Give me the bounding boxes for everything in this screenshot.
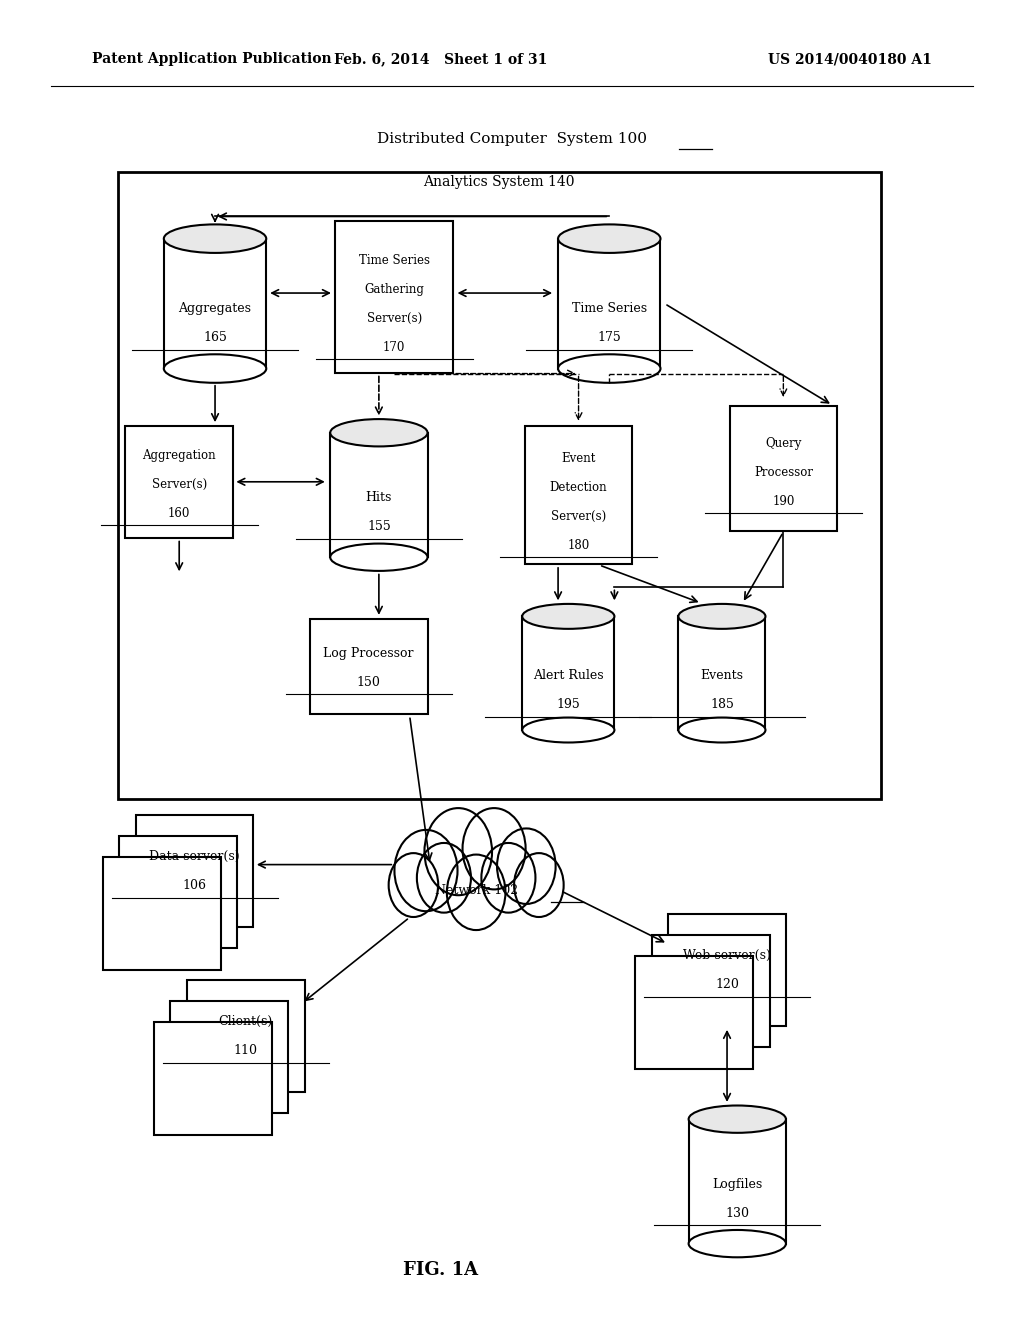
Circle shape: [424, 808, 493, 895]
Circle shape: [514, 853, 563, 917]
Polygon shape: [688, 1119, 786, 1243]
Text: Analytics System 140: Analytics System 140: [423, 176, 574, 189]
FancyBboxPatch shape: [186, 979, 305, 1093]
Text: Detection: Detection: [550, 480, 607, 494]
Ellipse shape: [678, 718, 765, 742]
Polygon shape: [330, 433, 428, 557]
Circle shape: [446, 854, 506, 931]
Ellipse shape: [558, 354, 660, 383]
Text: Client(s): Client(s): [219, 1015, 272, 1028]
Text: 120: 120: [715, 978, 739, 991]
Polygon shape: [678, 616, 765, 730]
Ellipse shape: [522, 605, 614, 628]
Text: 106: 106: [182, 879, 207, 892]
Ellipse shape: [330, 418, 428, 446]
FancyBboxPatch shape: [524, 425, 632, 565]
FancyBboxPatch shape: [102, 858, 221, 969]
FancyBboxPatch shape: [135, 814, 254, 927]
Text: Time Series: Time Series: [358, 253, 430, 267]
Text: Events: Events: [700, 669, 743, 682]
Circle shape: [497, 829, 556, 904]
Text: Server(s): Server(s): [152, 478, 207, 491]
FancyBboxPatch shape: [651, 935, 770, 1048]
Ellipse shape: [688, 1105, 786, 1133]
Ellipse shape: [522, 718, 614, 742]
Text: Logfiles: Logfiles: [712, 1177, 763, 1191]
Text: Processor: Processor: [754, 466, 813, 479]
Ellipse shape: [558, 224, 660, 253]
Text: Time Series: Time Series: [571, 302, 647, 315]
Ellipse shape: [164, 224, 266, 253]
Text: 155: 155: [367, 520, 391, 533]
Text: 150: 150: [356, 676, 381, 689]
FancyBboxPatch shape: [309, 619, 428, 714]
Text: Log Processor: Log Processor: [324, 647, 414, 660]
FancyBboxPatch shape: [170, 1001, 289, 1114]
Text: Distributed Computer  System 100: Distributed Computer System 100: [377, 132, 647, 145]
Circle shape: [394, 830, 458, 911]
Text: 165: 165: [203, 331, 227, 345]
Text: Server(s): Server(s): [367, 312, 422, 325]
Text: 190: 190: [772, 495, 795, 508]
Ellipse shape: [688, 1230, 786, 1257]
Text: Query: Query: [765, 437, 802, 450]
Text: 195: 195: [556, 698, 581, 711]
Circle shape: [389, 853, 438, 917]
Text: Web server(s): Web server(s): [683, 949, 771, 962]
Text: Feb. 6, 2014   Sheet 1 of 31: Feb. 6, 2014 Sheet 1 of 31: [334, 53, 547, 66]
FancyBboxPatch shape: [119, 837, 238, 948]
Text: Network 102: Network 102: [434, 884, 518, 898]
Text: 110: 110: [233, 1044, 258, 1057]
Polygon shape: [522, 616, 614, 730]
Circle shape: [417, 843, 471, 912]
Text: Data server(s): Data server(s): [150, 850, 240, 863]
FancyBboxPatch shape: [336, 220, 453, 372]
Text: 170: 170: [383, 341, 406, 354]
Text: 130: 130: [725, 1206, 750, 1220]
Text: Aggregates: Aggregates: [178, 302, 252, 315]
Text: Aggregation: Aggregation: [142, 449, 216, 462]
Text: US 2014/0040180 A1: US 2014/0040180 A1: [768, 53, 932, 66]
Circle shape: [463, 808, 525, 890]
Text: Event: Event: [561, 451, 596, 465]
FancyBboxPatch shape: [154, 1022, 272, 1135]
Ellipse shape: [678, 605, 765, 628]
FancyBboxPatch shape: [729, 407, 838, 531]
Text: Gathering: Gathering: [365, 282, 424, 296]
Text: Patent Application Publication: Patent Application Publication: [92, 53, 332, 66]
FancyBboxPatch shape: [125, 425, 232, 539]
Circle shape: [481, 843, 536, 912]
Ellipse shape: [164, 354, 266, 383]
Text: Server(s): Server(s): [551, 510, 606, 523]
Polygon shape: [164, 239, 266, 368]
Text: 160: 160: [168, 507, 190, 520]
Polygon shape: [558, 239, 660, 368]
FancyBboxPatch shape: [118, 172, 881, 799]
Text: 180: 180: [567, 539, 590, 552]
Text: Hits: Hits: [366, 491, 392, 504]
Text: Alert Rules: Alert Rules: [534, 669, 603, 682]
FancyBboxPatch shape: [635, 956, 753, 1069]
FancyBboxPatch shape: [668, 913, 786, 1027]
Text: 185: 185: [710, 698, 734, 711]
Text: FIG. 1A: FIG. 1A: [402, 1261, 478, 1279]
Ellipse shape: [330, 544, 428, 572]
Text: 175: 175: [597, 331, 622, 345]
